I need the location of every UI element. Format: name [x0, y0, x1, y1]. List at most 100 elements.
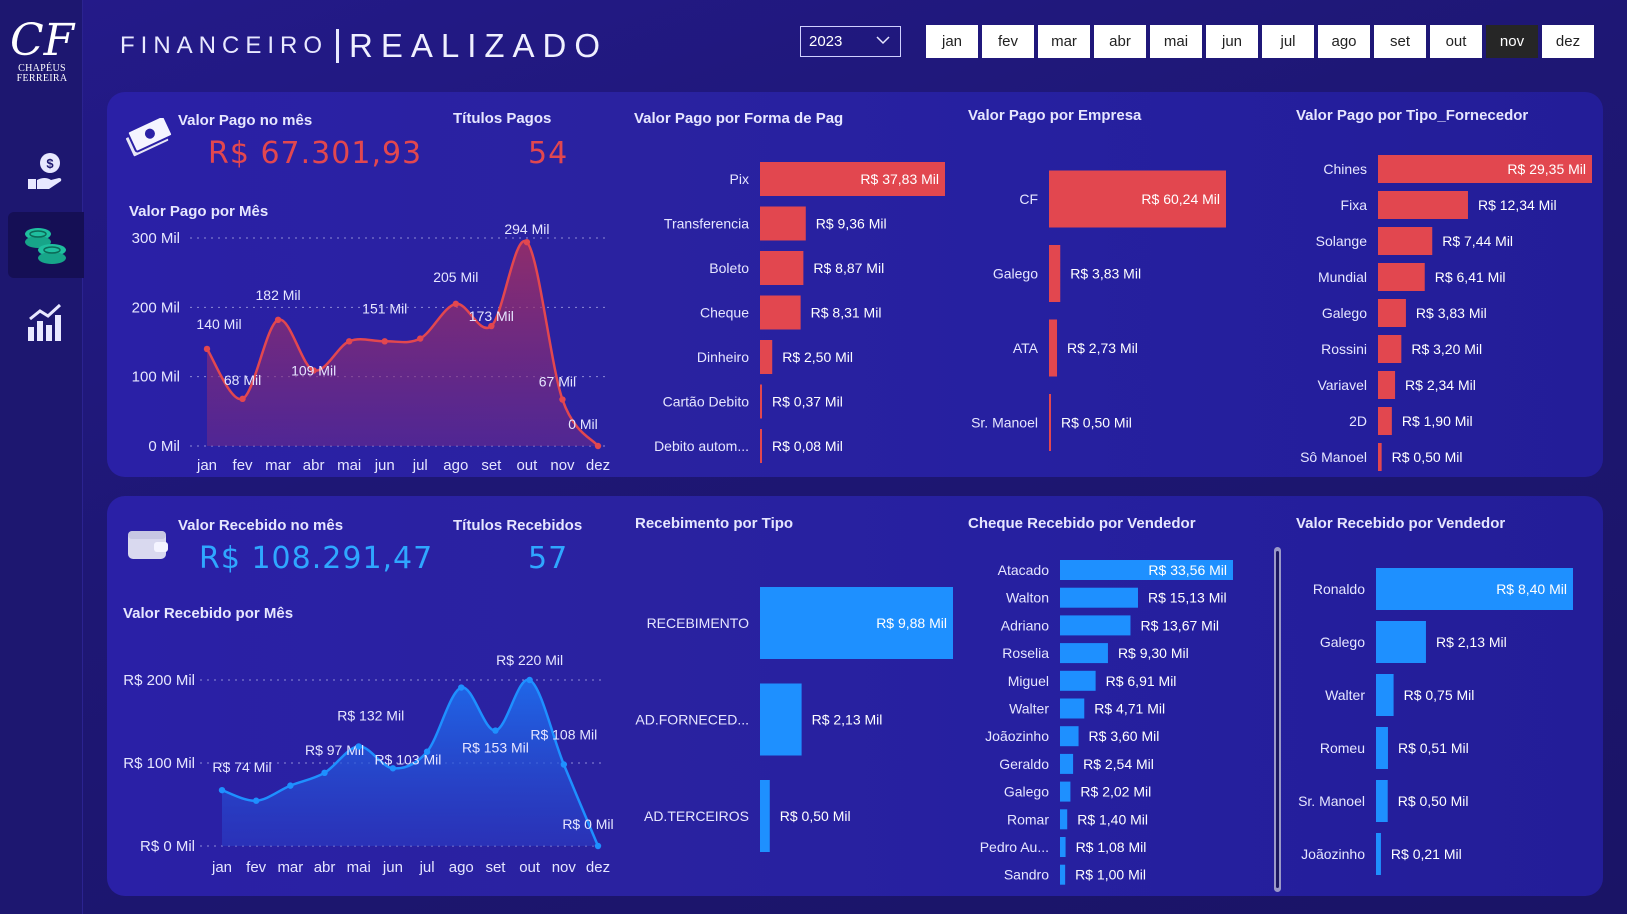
- forma_pag-category-label: Cheque: [700, 305, 749, 321]
- coins-icon: [25, 228, 66, 264]
- month-button-dez[interactable]: dez: [1542, 25, 1594, 58]
- recebido_mes-point: [321, 769, 328, 777]
- cheque_vendedor-value-label: R$ 1,00 Mil: [1075, 867, 1146, 883]
- recebido_mes-x-tick: abr: [314, 859, 336, 876]
- recebido_vendedor-bar: [1376, 621, 1426, 663]
- recebido_mes-point: [218, 786, 226, 794]
- cheque_vendedor-value-label: R$ 6,91 Mil: [1106, 673, 1177, 689]
- empresa-bar: [1049, 394, 1051, 451]
- pago_mes-point: [594, 442, 602, 450]
- month-button-fev[interactable]: fev: [982, 25, 1034, 58]
- cheque_vendedor-category-label: Atacado: [998, 562, 1050, 578]
- nav-item-payments[interactable]: $: [8, 138, 84, 204]
- bar-chart-icon: [28, 303, 62, 341]
- cheque_vendedor-category-label: Miguel: [1008, 673, 1049, 689]
- month-button-mai[interactable]: mai: [1150, 25, 1202, 58]
- recebido_vendedor-value-label: R$ 0,50 Mil: [1398, 793, 1469, 809]
- recebido_mes-point: [389, 765, 397, 772]
- recebido_mes-x-tick: jul: [419, 859, 435, 876]
- nav-item-finance[interactable]: [8, 212, 84, 278]
- month-button-jun[interactable]: jun: [1206, 25, 1258, 58]
- pago_mes-point: [310, 367, 317, 374]
- cheque_vendedor-value-label: R$ 1,08 Mil: [1076, 839, 1147, 855]
- svg-text:$: $: [46, 156, 54, 171]
- received-kpi-value: R$ 108.291,47: [199, 541, 434, 576]
- tipo_fornecedor-bar: [1378, 299, 1406, 327]
- empresa-bar: [1049, 170, 1226, 228]
- tipo_fornecedor-value-label: R$ 29,35 Mil: [1507, 161, 1586, 177]
- empresa-value-label: R$ 0,50 Mil: [1061, 415, 1132, 431]
- cheque_vendedor-category-label: Sandro: [1004, 867, 1049, 883]
- received-titles-label: Títulos Recebidos: [453, 517, 583, 534]
- pago_mes-x-tick: mar: [265, 457, 291, 474]
- month-button-mar[interactable]: mar: [1038, 25, 1090, 58]
- month-button-jan[interactable]: jan: [926, 25, 978, 58]
- recebido_mes-y-tick: R$ 200 Mil: [123, 672, 195, 689]
- pago_mes-point: [417, 335, 424, 342]
- logo-line1: CHAPÉUS: [18, 63, 66, 74]
- tipo_fornecedor-bar: [1378, 227, 1433, 255]
- recebido_mes-y-tick: R$ 0 Mil: [140, 838, 195, 855]
- paid-fornecedor-title: Valor Pago por Tipo_Fornecedor: [1296, 107, 1529, 124]
- receb_tipo-value-label: R$ 0,50 Mil: [780, 808, 851, 824]
- recebido_mes-point: [423, 748, 431, 755]
- empresa-value-label: R$ 2,73 Mil: [1067, 340, 1138, 356]
- forma_pag-bar: [760, 384, 762, 419]
- recebido_mes-point: [594, 842, 602, 850]
- pago_mes-x-tick: abr: [303, 457, 325, 474]
- forma_pag-value-label: R$ 0,37 Mil: [772, 394, 843, 410]
- cheque_vendedor-category-label: Adriano: [1001, 617, 1049, 633]
- year-select[interactable]: 2023: [800, 26, 901, 57]
- month-button-set[interactable]: set: [1374, 25, 1426, 58]
- pago_mes-point: [345, 338, 353, 345]
- recebido_mes-data-label: R$ 103 Mil: [374, 751, 441, 767]
- receb_tipo-bar: [760, 683, 802, 756]
- empresa-category-label: ATA: [1013, 340, 1039, 356]
- recebido_vendedor-value-label: R$ 0,21 Mil: [1391, 846, 1462, 862]
- cheque-scrollbar-thumb[interactable]: [1276, 551, 1279, 888]
- cheque_vendedor-bar: [1060, 587, 1138, 608]
- tipo_fornecedor-category-label: Variavel: [1317, 377, 1367, 393]
- tipo_fornecedor-value-label: R$ 0,50 Mil: [1392, 449, 1463, 465]
- forma_pag-category-label: Dinheiro: [697, 349, 749, 365]
- logo-line2: FERREIRA: [16, 73, 68, 84]
- paid-forma-title: Valor Pago por Forma de Pag: [634, 110, 844, 127]
- pago_mes-x-tick: jun: [374, 457, 395, 474]
- month-button-ago[interactable]: ago: [1318, 25, 1370, 58]
- pago_mes-x-tick: jan: [196, 457, 217, 474]
- tipo_fornecedor-category-label: Chines: [1323, 161, 1367, 177]
- forma_pag-bar: [760, 162, 945, 196]
- recebido_mes-point: [492, 727, 499, 734]
- recebido_vendedor-bar: [1376, 780, 1388, 822]
- pago_mes-point: [381, 338, 388, 345]
- month-button-out[interactable]: out: [1430, 25, 1482, 58]
- cheque_vendedor-category-label: Romar: [1007, 811, 1049, 827]
- title-financeiro: FINANCEIRO: [120, 32, 329, 59]
- cheque_vendedor-bar: [1060, 615, 1131, 636]
- received-monthly-title: Valor Recebido por Mês: [123, 605, 294, 622]
- tipo_fornecedor-category-label: Fixa: [1341, 197, 1368, 213]
- company-logo: CF CHAPÉUS FERREIRA: [10, 18, 74, 84]
- pago_mes-x-tick: set: [481, 457, 502, 474]
- nav-item-reports[interactable]: [8, 290, 84, 356]
- tipo_fornecedor-bar: [1378, 155, 1592, 183]
- tipo_fornecedor-bar: [1378, 191, 1468, 219]
- month-button-nov[interactable]: nov: [1486, 25, 1538, 58]
- recebido_mes-x-tick: set: [485, 859, 506, 876]
- recebido_mes-x-tick: fev: [246, 859, 267, 876]
- banknote-icon: [123, 118, 173, 159]
- forma_pag-value-label: R$ 8,87 Mil: [813, 260, 884, 276]
- month-button-jul[interactable]: jul: [1262, 25, 1314, 58]
- forma_pag-category-label: Transferencia: [664, 216, 749, 232]
- tipo_fornecedor-category-label: Galego: [1322, 305, 1367, 321]
- month-button-abr[interactable]: abr: [1094, 25, 1146, 58]
- empresa-bar: [1049, 319, 1058, 377]
- pago_mes-point: [203, 345, 211, 353]
- tipo_fornecedor-value-label: R$ 12,34 Mil: [1478, 197, 1557, 213]
- pago_mes-y-tick: 300 Mil: [132, 230, 180, 247]
- forma_pag-value-label: R$ 2,50 Mil: [782, 349, 853, 365]
- paid-empresa-title: Valor Pago por Empresa: [968, 107, 1142, 124]
- cheque_vendedor-category-label: Walter: [1009, 701, 1049, 717]
- recebido_mes-x-tick: mar: [277, 859, 303, 876]
- recebido_vendedor-category-label: Ronaldo: [1313, 581, 1365, 597]
